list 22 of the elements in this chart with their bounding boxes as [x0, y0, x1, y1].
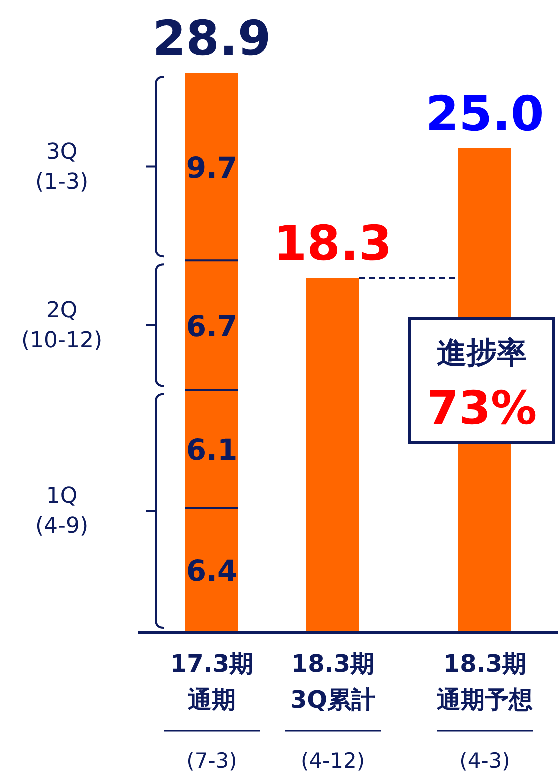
text: (4-3): [460, 749, 510, 773]
data-label: 9.7: [186, 150, 238, 185]
total-label: 25.0: [426, 86, 544, 142]
x-tick-label: 18.3期通期予想: [436, 650, 533, 714]
text: (4-12): [300, 749, 366, 773]
text: 1Q (4-9): [35, 484, 89, 540]
annotation: 進捗率: [437, 336, 527, 371]
bar: [186, 508, 238, 632]
total-label: 28.9: [152, 11, 272, 67]
bar: [186, 73, 238, 261]
data-label: 6.1: [186, 433, 238, 468]
text: (7-3): [186, 749, 238, 773]
x-tick-label: 18.3期3Q累計: [290, 650, 376, 714]
total-label: 18.3: [274, 216, 392, 272]
bar: [186, 260, 238, 390]
annotation: 73%: [426, 381, 538, 435]
text: 2Q (10-12): [21, 298, 103, 354]
data-label: 6.4: [186, 554, 238, 588]
bar: [186, 390, 238, 508]
data-label: 6.7: [186, 309, 238, 344]
text: 3Q (1-3): [35, 140, 89, 195]
x-tick-label: 17.3期通期: [170, 650, 254, 714]
